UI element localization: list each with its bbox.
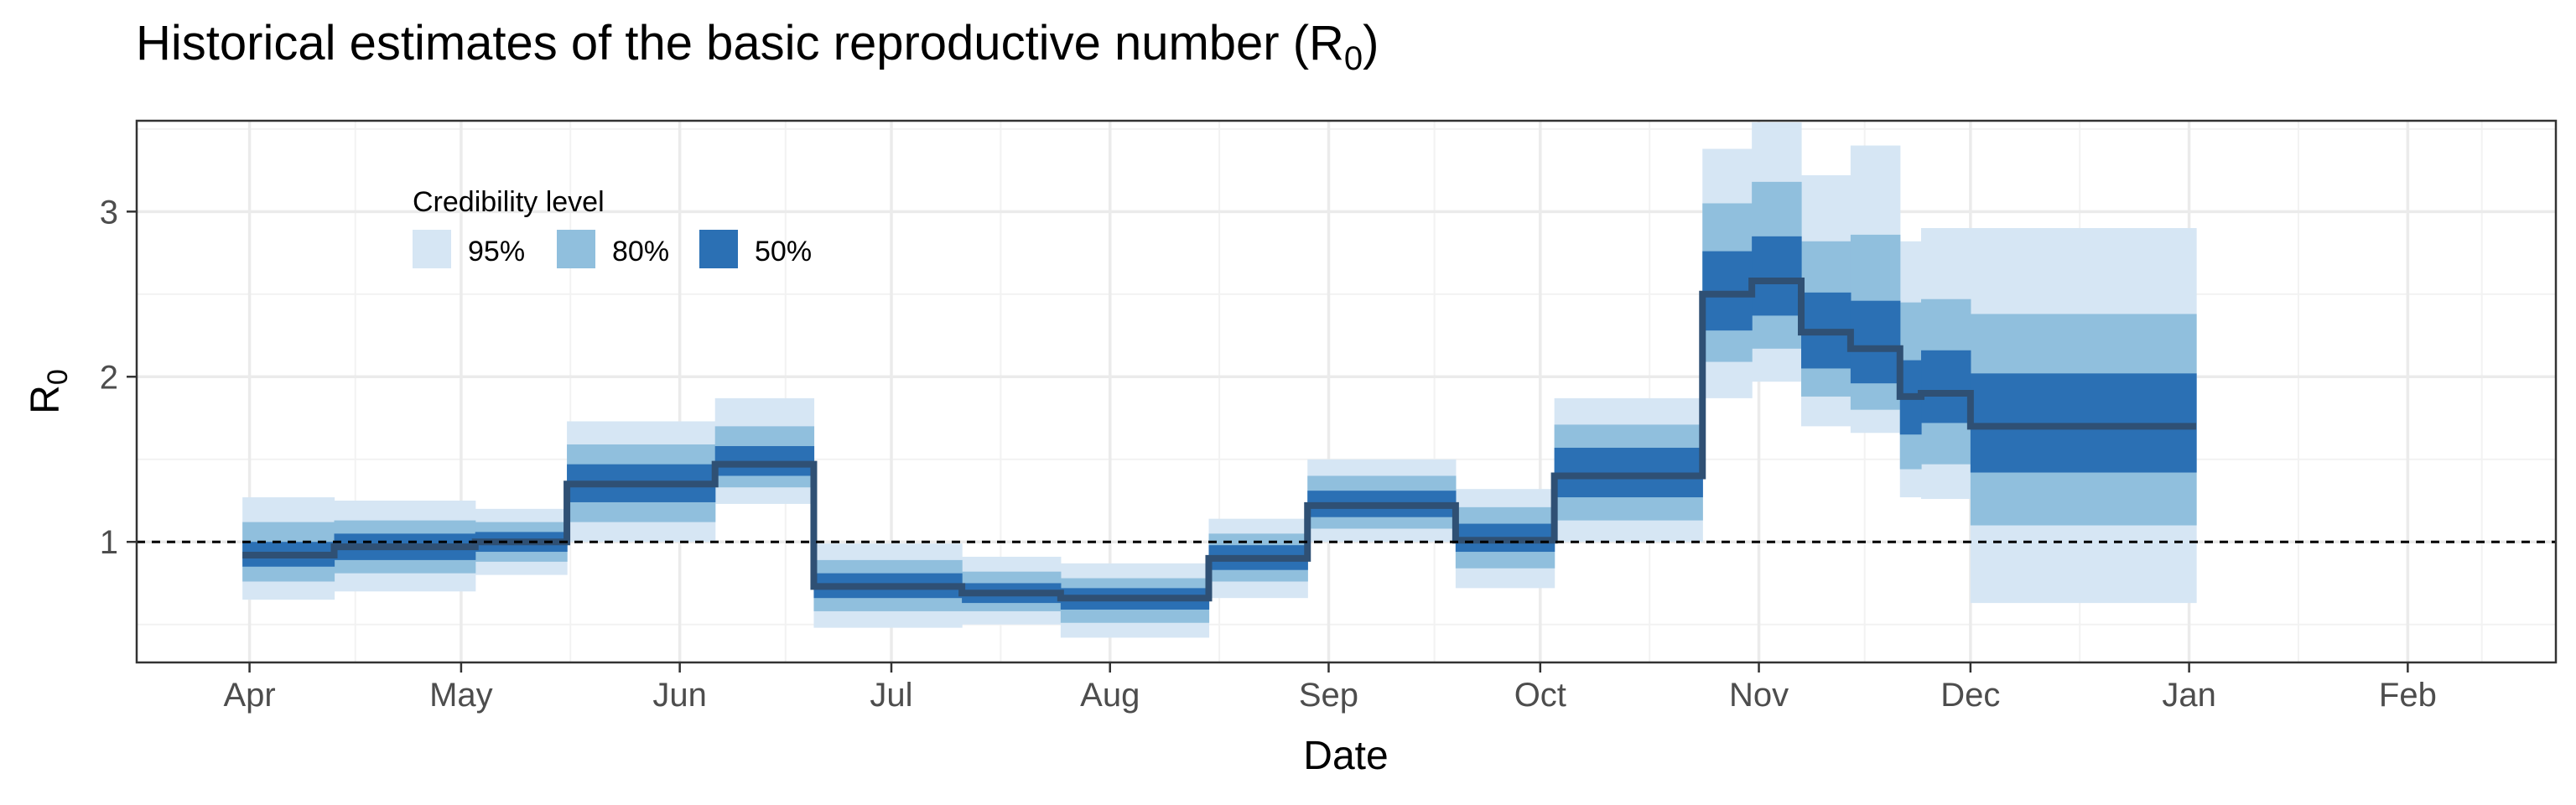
legend-key-label: 50% xyxy=(755,236,812,267)
y-axis: 1 2 3 xyxy=(100,194,137,561)
x-tick-label: Oct xyxy=(1514,677,1566,714)
y-tick-label: 1 xyxy=(100,524,118,561)
x-tick-label: May xyxy=(429,677,493,714)
band-50-segment xyxy=(1850,300,1901,384)
y-axis-title: R0 xyxy=(23,369,74,414)
x-tick-label: Jan xyxy=(2162,677,2216,714)
y-axis-title-main: R xyxy=(23,385,68,414)
legend-key-label: 95% xyxy=(468,236,525,267)
x-tick-label: Aug xyxy=(1080,677,1140,714)
panel-border xyxy=(135,119,2558,664)
x-tick-label: Jul xyxy=(870,677,912,714)
x-tick-label: Apr xyxy=(223,677,275,714)
y-tick-label: 2 xyxy=(100,359,118,396)
x-axis-title: Date xyxy=(1303,734,1388,778)
legend-title: Credibility level xyxy=(413,186,605,218)
x-tick-label: Jun xyxy=(652,677,707,714)
legend-key-swatch xyxy=(699,230,738,268)
chart-title-close: ) xyxy=(1363,16,1379,70)
y-tick-label: 3 xyxy=(100,194,118,231)
band-50-segment xyxy=(1921,350,1971,423)
chart-title: Historical estimates of the basic reprod… xyxy=(136,15,1379,77)
x-tick-label: Sep xyxy=(1299,677,1358,714)
y-axis-title-sub: 0 xyxy=(42,369,74,385)
legend-key-label: 80% xyxy=(612,236,669,267)
x-tick-label: Nov xyxy=(1729,677,1789,714)
credible-bands xyxy=(242,122,2197,638)
legend: Credibility level 95% 80% 50% xyxy=(413,186,812,268)
x-tick-label: Feb xyxy=(2379,677,2437,714)
chart-title-subscript: 0 xyxy=(1343,40,1363,77)
legend-key-swatch xyxy=(413,230,451,268)
band-50-segment xyxy=(1752,236,1802,316)
x-axis: Apr May Jun Jul Aug Sep Oct Nov Dec Jan Feb xyxy=(223,662,2437,714)
median-line xyxy=(242,278,2197,602)
chart-title-text: Historical estimates of the basic reprod… xyxy=(136,16,1344,70)
x-tick-label: Dec xyxy=(1940,677,2000,714)
legend-key-swatch xyxy=(557,230,595,268)
